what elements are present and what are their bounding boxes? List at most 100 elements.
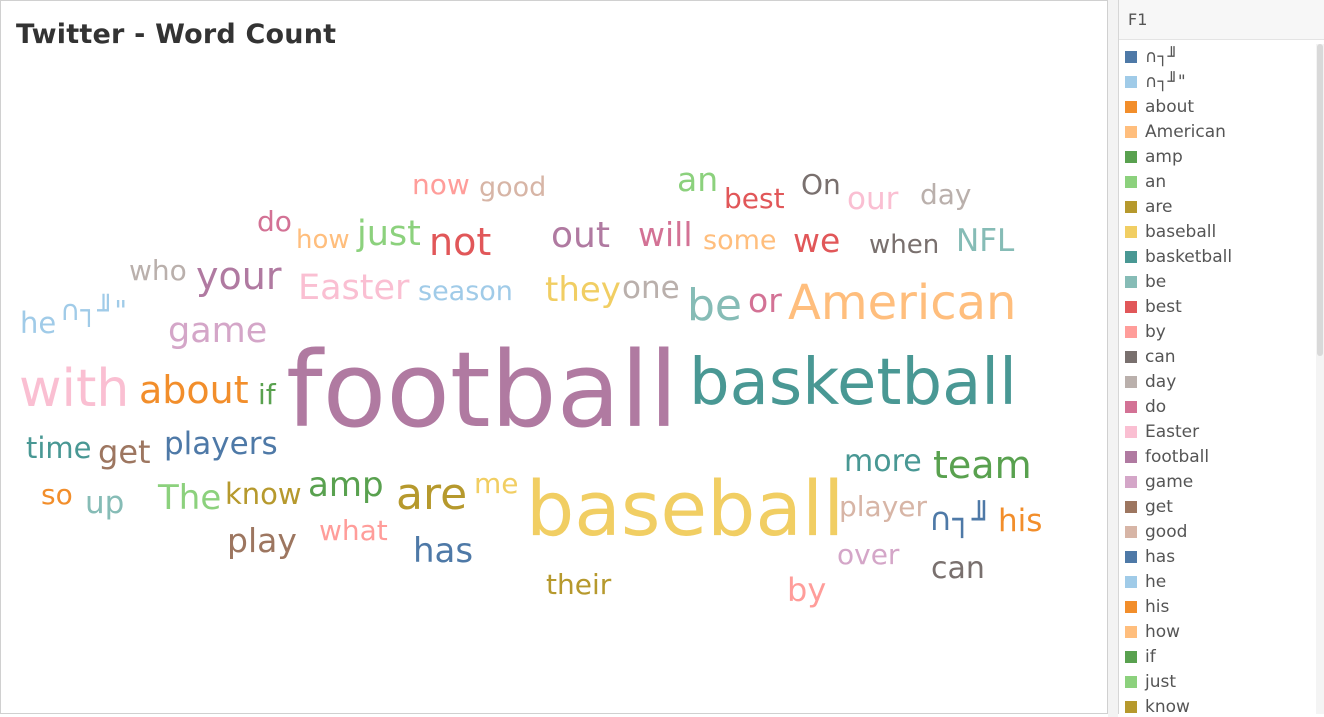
word-cloud-word[interactable]: ∩┐╜" [60,294,128,327]
word-cloud-word[interactable]: who [129,254,187,287]
legend-swatch [1125,550,1137,563]
word-cloud-word[interactable]: our [847,181,899,217]
legend-label: be [1145,271,1167,292]
legend-label: day [1145,371,1177,392]
legend-swatch [1125,625,1137,638]
word-cloud-word[interactable]: day [920,178,972,211]
word-cloud-word[interactable]: good [479,172,547,203]
legend-swatch [1125,175,1137,188]
word-cloud-word[interactable]: basketball [689,346,1017,420]
legend-label: American [1145,121,1226,142]
word-cloud-word[interactable]: get [98,433,151,471]
word-cloud-word[interactable]: when [869,230,940,260]
legend-item[interactable]: he [1119,569,1324,594]
word-cloud-word[interactable]: one [622,270,680,306]
legend-scroll-thumb[interactable] [1317,44,1323,356]
word-cloud-word[interactable]: season [418,276,513,307]
word-cloud-word[interactable]: or [748,281,782,320]
word-cloud-word[interactable]: best [724,182,785,215]
legend-label: about [1145,96,1195,117]
legend-item[interactable]: ∩┐╜" [1119,69,1324,94]
word-cloud-word[interactable]: we [793,221,841,260]
word-cloud-word[interactable]: has [413,531,474,571]
word-cloud-word[interactable]: ∩┐╜ [929,500,991,538]
legend-item[interactable]: ∩┐╜ [1119,44,1324,69]
legend-swatch [1125,700,1137,713]
word-cloud-word[interactable]: how [296,225,350,255]
legend-item[interactable]: by [1119,319,1324,344]
word-cloud-word[interactable]: baseball [526,464,845,553]
word-cloud-word[interactable]: if [258,378,276,411]
legend-item[interactable]: baseball [1119,219,1324,244]
word-cloud-word[interactable]: team [933,443,1032,487]
word-cloud-word[interactable]: by [787,571,827,609]
word-cloud-word[interactable]: game [168,311,268,351]
legend-scrollbar[interactable] [1316,44,1324,714]
word-cloud-word[interactable]: an [677,160,719,199]
word-cloud-word[interactable]: football [286,329,679,451]
word-cloud: football basketball baseball American with ab… [1,1,1109,715]
legend-item[interactable]: Easter [1119,419,1324,444]
legend-item[interactable]: can [1119,344,1324,369]
legend-item[interactable]: best [1119,294,1324,319]
word-cloud-word[interactable]: what [319,514,388,547]
word-cloud-word[interactable]: On [801,168,841,201]
legend-swatch [1125,225,1137,238]
word-cloud-word[interactable]: amp [308,465,384,505]
legend-item[interactable]: day [1119,369,1324,394]
word-cloud-word[interactable]: play [227,521,297,560]
word-cloud-word[interactable]: not [429,220,492,264]
legend-item[interactable]: amp [1119,144,1324,169]
word-cloud-word[interactable]: over [837,538,900,571]
legend-item[interactable]: American [1119,119,1324,144]
word-cloud-word[interactable]: some [703,225,777,256]
word-cloud-word[interactable]: The [158,478,222,518]
legend-item[interactable]: game [1119,469,1324,494]
word-cloud-word[interactable]: will [638,215,693,254]
legend-item[interactable]: his [1119,594,1324,619]
legend-item[interactable]: be [1119,269,1324,294]
word-cloud-word[interactable]: just [357,214,421,254]
word-cloud-word[interactable]: their [546,568,612,601]
word-cloud-word[interactable]: Easter [298,268,410,308]
legend-label: are [1145,196,1173,217]
legend-item[interactable]: good [1119,519,1324,544]
word-cloud-word[interactable]: know [225,477,302,511]
word-cloud-word[interactable]: up [85,485,125,521]
legend-swatch [1125,100,1137,113]
word-cloud-word[interactable]: he [20,306,57,340]
legend-item[interactable]: has [1119,544,1324,569]
word-cloud-word[interactable]: your [196,254,282,298]
word-cloud-word[interactable]: player [839,490,928,523]
word-cloud-word[interactable]: can [931,551,985,586]
word-cloud-word[interactable]: American [788,275,1017,331]
word-cloud-word[interactable]: out [551,215,610,256]
word-cloud-word[interactable]: so [41,478,73,511]
legend-item[interactable]: get [1119,494,1324,519]
legend-item[interactable]: are [1119,194,1324,219]
word-cloud-word[interactable]: me [474,467,519,500]
word-cloud-word[interactable]: now [412,168,470,201]
legend-item[interactable]: basketball [1119,244,1324,269]
legend-item[interactable]: if [1119,644,1324,669]
legend-item[interactable]: football [1119,444,1324,469]
legend-item[interactable]: do [1119,394,1324,419]
word-cloud-word[interactable]: time [26,431,92,465]
word-cloud-word[interactable]: be [687,280,742,331]
word-cloud-word[interactable]: they [545,270,621,310]
word-cloud-word[interactable]: are [396,469,468,520]
legend-item[interactable]: an [1119,169,1324,194]
legend-item[interactable]: just [1119,669,1324,694]
legend-label: do [1145,396,1167,417]
word-cloud-word[interactable]: do [257,205,292,238]
legend-item[interactable]: how [1119,619,1324,644]
legend-item[interactable]: know [1119,694,1324,714]
word-cloud-word[interactable]: his [998,503,1043,539]
word-cloud-word[interactable]: about [139,368,249,412]
word-cloud-word[interactable]: NFL [956,223,1015,259]
word-cloud-word[interactable]: with [19,359,130,419]
word-cloud-word[interactable]: more [844,444,922,479]
word-cloud-word[interactable]: players [164,426,278,462]
legend-item[interactable]: about [1119,94,1324,119]
legend-swatch [1125,150,1137,163]
